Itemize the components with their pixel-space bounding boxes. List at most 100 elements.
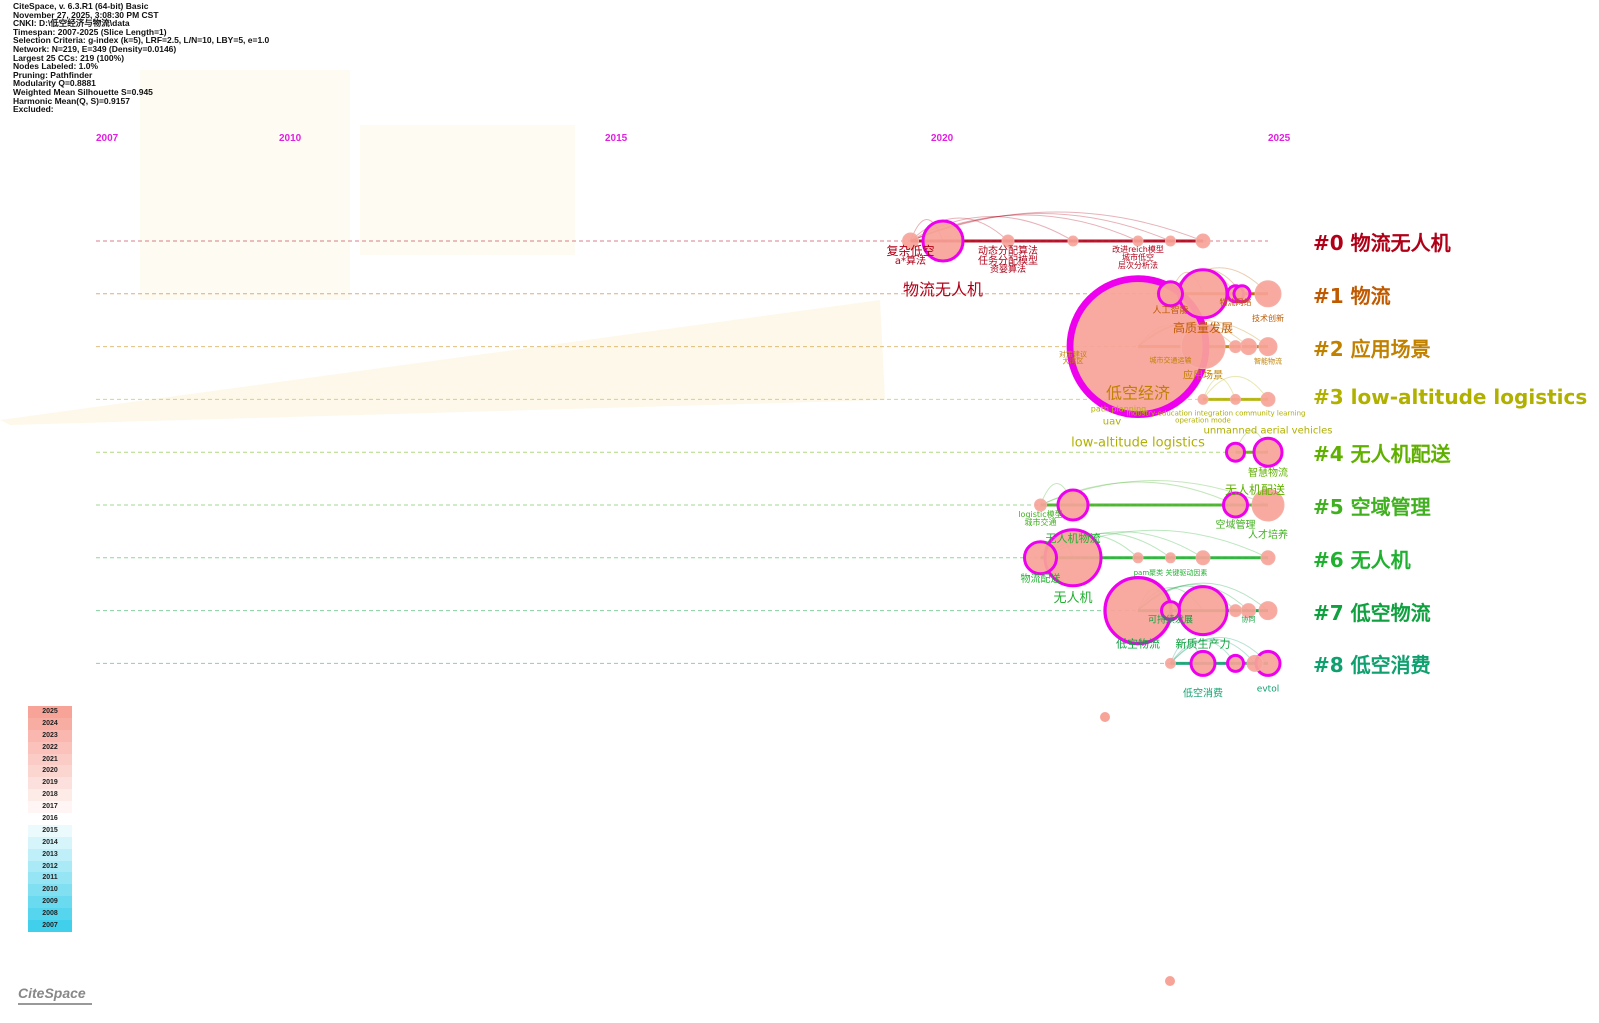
keyword-node[interactable]: [1260, 391, 1276, 407]
summary-line: Harmonic Mean(Q, S)=0.9157: [13, 95, 130, 106]
legend-year-2012: 2012: [28, 860, 72, 873]
year-tick-2015: 2015: [605, 133, 628, 144]
year-tick-2010: 2010: [279, 133, 302, 144]
keyword-node[interactable]: [1251, 488, 1285, 522]
keyword-label: 低空经济: [1106, 384, 1170, 403]
legend-year-2022: 2022: [28, 741, 72, 754]
background-fan: [0, 300, 885, 425]
keyword-label: 协同: [1242, 615, 1256, 624]
legend-year-2009: 2009: [28, 896, 72, 909]
cluster-label-3[interactable]: #3 low-altitude logistics: [1313, 385, 1588, 410]
keyword-node[interactable]: [1165, 552, 1176, 564]
keyword-label: 可持续发展: [1148, 614, 1193, 626]
keyword-label: 空域管理: [1216, 518, 1256, 531]
keyword-node[interactable]: [1230, 393, 1241, 405]
keyword-label: 物流无人机: [903, 280, 983, 299]
summary-line: Largest 25 CCs: 219 (100%): [13, 52, 125, 63]
keyword-node[interactable]: [1252, 436, 1284, 468]
keyword-label: 无人机: [1053, 591, 1092, 606]
keyword-label: unmanned aerial vehicles: [1204, 425, 1333, 436]
keyword-node[interactable]: [1226, 653, 1245, 673]
legend-year-2010: 2010: [28, 884, 72, 897]
keyword-label: uav: [1103, 416, 1121, 427]
summary-line: Timespan: 2007-2025 (Slice Length=1): [13, 26, 167, 37]
background-block: [140, 70, 350, 300]
cluster-label-5[interactable]: #5 空域管理: [1313, 495, 1431, 519]
keyword-label: path planning: [1091, 404, 1146, 413]
keyword-node[interactable]: [1258, 337, 1278, 357]
co-occurrence-arc: [1202, 375, 1269, 400]
keyword-node[interactable]: [1056, 488, 1090, 522]
co-occurrence-arc: [1170, 638, 1256, 664]
keyword-node[interactable]: [1260, 550, 1276, 566]
keyword-label: 对策建议: [1059, 350, 1087, 359]
background-block: [360, 125, 575, 255]
keyword-label: 任务分配模型: [978, 254, 1038, 267]
summary-line: Nodes Labeled: 1.0%: [13, 61, 99, 72]
keyword-node[interactable]: [1067, 235, 1079, 247]
keyword-label: pam聚类 关键驱动因素: [1134, 568, 1208, 577]
legend-year-2017: 2017: [28, 801, 72, 814]
co-occurrence-arc: [1170, 636, 1269, 664]
cluster-label-6[interactable]: #6 无人机: [1313, 547, 1411, 572]
cluster-label-4[interactable]: #4 无人机配送: [1313, 442, 1451, 467]
keyword-label: 大湾区: [1063, 357, 1084, 366]
keyword-node[interactable]: [1246, 654, 1264, 672]
keyword-node[interactable]: [1254, 280, 1282, 308]
cluster-label-2[interactable]: #2 应用场景: [1313, 336, 1431, 361]
cluster-label-8[interactable]: #8 低空消费: [1313, 653, 1431, 678]
keyword-node[interactable]: [1180, 324, 1226, 370]
keyword-node[interactable]: [1157, 280, 1184, 308]
keyword-label: 动态分配算法: [978, 244, 1038, 257]
summary-line: CiteSpace, v. 6.3.R1 (64-bit) Basic: [13, 1, 149, 11]
keyword-node[interactable]: [1160, 600, 1181, 622]
keyword-node[interactable]: [1229, 340, 1242, 354]
keyword-label: 层次分析法: [1118, 260, 1158, 270]
summary-line: Modularity Q=0.8881: [13, 78, 96, 89]
keyword-node[interactable]: [1132, 235, 1144, 247]
legend-year-2013: 2013: [28, 848, 72, 861]
keyword-node[interactable]: [1229, 604, 1242, 618]
keyword-node[interactable]: [1132, 552, 1144, 564]
keyword-label: 无人机物流: [1046, 531, 1101, 545]
keyword-node[interactable]: [1232, 284, 1252, 304]
summary-line: Pruning: Pathfinder: [13, 69, 93, 80]
keyword-node[interactable]: [1034, 498, 1047, 512]
keyword-node[interactable]: [1222, 491, 1249, 519]
keyword-node[interactable]: [921, 219, 965, 263]
legend-year-2008: 2008: [28, 908, 72, 921]
keyword-label: 复杂低空: [886, 244, 934, 258]
keyword-node[interactable]: [1195, 233, 1211, 249]
keyword-label: 高质量发展: [1173, 320, 1233, 335]
keyword-label: 低空物流: [1116, 637, 1160, 651]
keyword-node[interactable]: [1197, 393, 1209, 405]
summary-line: Weighted Mean Silhouette S=0.945: [13, 86, 153, 97]
co-occurrence-arc: [910, 217, 1009, 242]
summary-line: CNKI: D:\低空经济与物流\data: [13, 18, 130, 29]
legend-year-2011: 2011: [28, 872, 72, 885]
keyword-label: 城市低空: [1122, 252, 1154, 262]
cluster-label-0[interactable]: #0 物流无人机: [1313, 231, 1451, 255]
co-occurrence-arc: [1170, 639, 1236, 664]
year-tick-2025: 2025: [1268, 133, 1291, 144]
keyword-node[interactable]: [1240, 338, 1257, 356]
keyword-node[interactable]: [1100, 712, 1110, 722]
keyword-label: 智慧物流: [1248, 466, 1288, 479]
keyword-node[interactable]: [1001, 234, 1015, 248]
keyword-node[interactable]: [1177, 585, 1229, 637]
keyword-node[interactable]: [1258, 601, 1278, 621]
legend-year-2020: 2020: [28, 765, 72, 778]
keyword-node[interactable]: [1165, 976, 1175, 986]
keyword-node[interactable]: [1165, 235, 1176, 247]
keyword-node[interactable]: [902, 232, 919, 250]
citespace-logo: CiteSpace: [18, 985, 86, 1001]
keyword-node[interactable]: [1225, 441, 1246, 463]
keyword-node[interactable]: [1189, 649, 1217, 677]
keyword-node[interactable]: [1195, 550, 1211, 566]
keyword-node[interactable]: [1165, 657, 1176, 669]
keyword-label: 新质生产力: [1176, 637, 1231, 651]
year-tick-2007: 2007: [96, 133, 119, 144]
cluster-label-7[interactable]: #7 低空物流: [1313, 600, 1431, 625]
keyword-node[interactable]: [1023, 540, 1058, 576]
cluster-label-1[interactable]: #1 物流: [1313, 283, 1391, 308]
